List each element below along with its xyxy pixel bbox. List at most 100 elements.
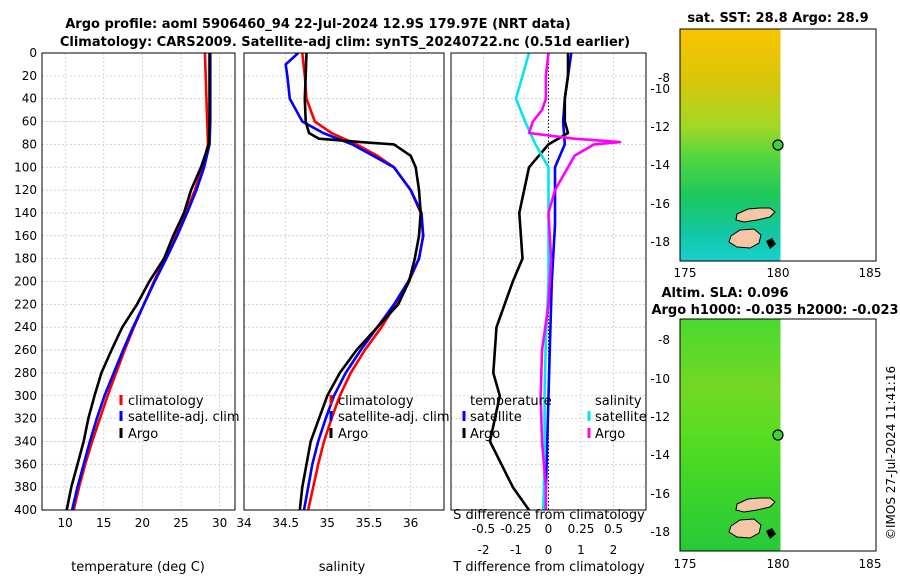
legend-label-temperature-satellite: satellite <box>470 410 522 425</box>
temperature-series-lines <box>65 52 212 511</box>
lat-tick-label: -10 <box>650 372 670 386</box>
land-vanua-levu <box>728 228 762 249</box>
temperature-tick-label: 15 <box>96 516 111 530</box>
t-difference-tick-label: 0 <box>545 543 553 557</box>
depth-tick-label: 40 <box>22 92 37 106</box>
lat-tick-label: -10 <box>650 82 670 96</box>
s-difference-axis-label: S difference from climatology <box>453 508 645 523</box>
land-vanua-levu <box>728 518 762 539</box>
lat-tick-label: -18 <box>650 525 670 539</box>
argo-float-marker <box>772 139 784 151</box>
difference-axes-frame <box>450 52 647 511</box>
temperature-x-gridlines <box>64 53 221 510</box>
depth-tick-label: 360 <box>14 457 37 471</box>
lon-tick-label: 180 <box>767 557 790 571</box>
depth-tick-label: 100 <box>14 160 37 174</box>
depth-tick-label: 280 <box>14 366 37 380</box>
depth-tick-label: 240 <box>14 320 37 334</box>
series-line-satellite-adj-clim <box>284 52 425 511</box>
temperature-x-ticks: 10 15 20 25 30 <box>58 516 228 530</box>
sla-lat-ticks: -8 -10 -12 -14 -16 -18 <box>650 333 670 539</box>
sst-no-data-area <box>780 29 876 261</box>
temperature-legend: climatology satellite-adj. clim Argo <box>119 394 240 442</box>
depth-tick-label: 20 <box>22 69 37 83</box>
legend-label-satellite: satellite-adj. clim <box>128 410 240 425</box>
lat-tick-label: -14 <box>650 448 670 462</box>
sst-map-panel: sat. SST: 28.8 Argo: 28.9 -8 -10 -12 -14… <box>650 11 881 280</box>
temperature-axis-label: temperature (deg C) <box>71 560 205 575</box>
legend-label-climatology: climatology <box>338 394 414 409</box>
imos-watermark: ©IMOS 27-Jul-2024 11:41:16 <box>884 366 898 540</box>
sla-field <box>680 319 781 551</box>
sla-map-title: Altim. SLA: 0.096 <box>662 286 789 301</box>
sla-map-frame <box>679 318 877 552</box>
depth-tick-label: 200 <box>14 275 37 289</box>
legend-title-temperature: temperature <box>470 394 552 409</box>
sst-lon-ticks: 175 180 185 <box>674 266 882 280</box>
legend-label-climatology: climatology <box>128 394 204 409</box>
argo-float-marker <box>772 429 784 441</box>
lat-tick-label: -16 <box>650 197 670 211</box>
legend-label-satellite: satellite-adj. clim <box>338 410 450 425</box>
land-island <box>766 528 776 539</box>
salinity-x-ticks: 34 34.5 35 35.5 36 <box>236 516 418 530</box>
title-line-2: Climatology: CARS2009. Satellite-adj cli… <box>60 35 630 50</box>
temperature-tick-label: 25 <box>173 516 188 530</box>
t-difference-tick-label: -1 <box>510 543 522 557</box>
sla-map-subtitle: Argo h1000: -0.035 h2000: -0.023 <box>651 303 898 318</box>
legend-label-argo: Argo <box>128 427 158 442</box>
series-line-salinity-argo <box>527 52 622 510</box>
depth-tick-label: 400 <box>14 503 37 517</box>
depth-tick-label: 220 <box>14 297 37 311</box>
sla-lon-ticks: 175 180 185 <box>674 557 882 571</box>
s-difference-tick-label: -0.5 <box>472 522 495 536</box>
series-line-salinity-satellite <box>514 52 550 511</box>
salinity-panel: 34 34.5 35 35.5 36 salinity climatology … <box>236 52 450 575</box>
depth-tick-label: 340 <box>14 434 37 448</box>
depth-tick-label: 0 <box>29 46 37 60</box>
legend-label-argo: Argo <box>338 427 368 442</box>
lon-tick-label: 185 <box>859 266 882 280</box>
s-difference-ticks: -0.5 -0.25 0 0.25 0.5 <box>472 522 623 536</box>
sla-map-panel: Altim. SLA: 0.096 Argo h1000: -0.035 h20… <box>650 286 898 571</box>
sst-map-frame <box>679 28 877 262</box>
sst-lat-ticks: -8 -10 -12 -14 -16 -18 <box>650 71 670 249</box>
depth-tick-label: 380 <box>14 480 37 494</box>
salinity-tick-label: 35.5 <box>356 516 383 530</box>
temperature-tick-label: 30 <box>212 516 227 530</box>
salinity-series-lines <box>284 52 425 511</box>
depth-tick-label: 160 <box>14 229 37 243</box>
lon-tick-label: 175 <box>674 557 697 571</box>
series-line-temperature-argo <box>488 53 570 511</box>
salinity-tick-label: 34.5 <box>272 516 299 530</box>
depth-tick-label: 320 <box>14 412 37 426</box>
salinity-y-gridlines <box>244 75 444 488</box>
lat-tick-label: -8 <box>658 71 670 85</box>
difference-x-gridlines <box>483 53 614 510</box>
salinity-axis-label: salinity <box>319 560 366 575</box>
sst-field <box>680 29 781 261</box>
lat-tick-label: -18 <box>650 235 670 249</box>
sst-map-title: sat. SST: 28.8 Argo: 28.9 <box>687 11 868 26</box>
depth-tick-label: 180 <box>14 252 37 266</box>
depth-tick-label: 260 <box>14 343 37 357</box>
t-difference-axis-label: T difference from climatology <box>452 560 645 575</box>
t-difference-tick-label: 1 <box>577 543 585 557</box>
salinity-tick-label: 34 <box>236 516 251 530</box>
land-island <box>766 238 776 249</box>
t-difference-ticks: -2 -1 0 1 2 <box>478 543 618 557</box>
s-difference-tick-label: 0 <box>545 522 553 536</box>
temperature-tick-label: 10 <box>58 516 73 530</box>
series-line-argo <box>65 53 211 511</box>
sla-no-data-area <box>780 319 876 551</box>
temperature-axes-frame <box>41 52 236 511</box>
series-line-argo <box>298 52 423 511</box>
t-difference-tick-label: -2 <box>478 543 490 557</box>
salinity-tick-label: 35 <box>320 516 335 530</box>
land-viti-levu <box>735 207 776 223</box>
lat-tick-label: -12 <box>650 410 670 424</box>
land-viti-levu <box>735 497 776 513</box>
legend-label-salinity-argo: Argo <box>595 427 625 442</box>
depth-tick-label: 140 <box>14 206 37 220</box>
